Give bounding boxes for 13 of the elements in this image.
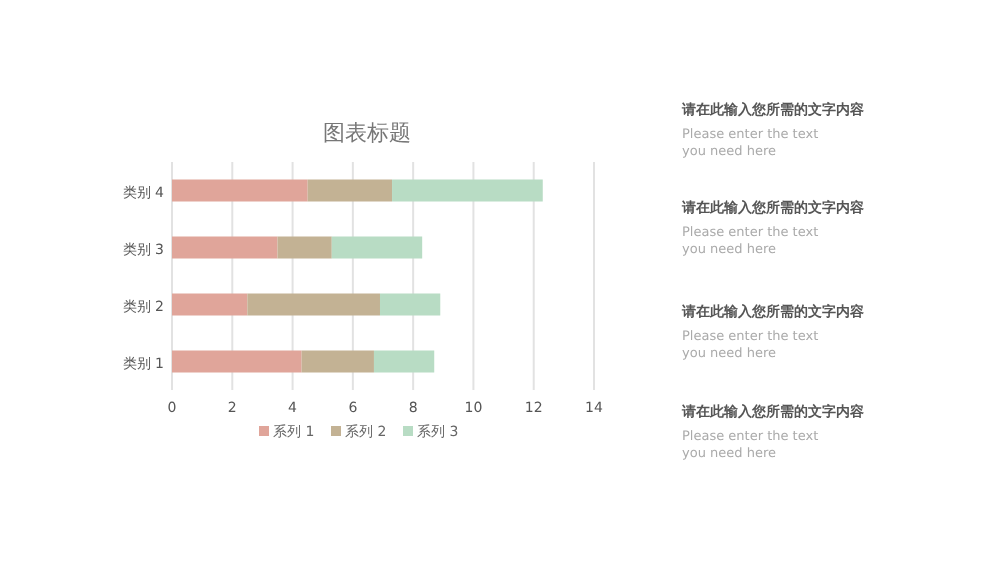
- bar: [373, 350, 435, 373]
- bar: [172, 350, 302, 373]
- bar: [247, 293, 380, 316]
- bar: [392, 179, 543, 202]
- bar: [307, 179, 393, 202]
- bar: [172, 293, 248, 316]
- bar: [172, 179, 308, 202]
- bar: [172, 236, 278, 259]
- bar: [277, 236, 332, 259]
- chart-title: 图表标题: [323, 120, 411, 146]
- bar: [301, 350, 374, 373]
- bar: [331, 236, 423, 259]
- bar: [379, 293, 441, 316]
